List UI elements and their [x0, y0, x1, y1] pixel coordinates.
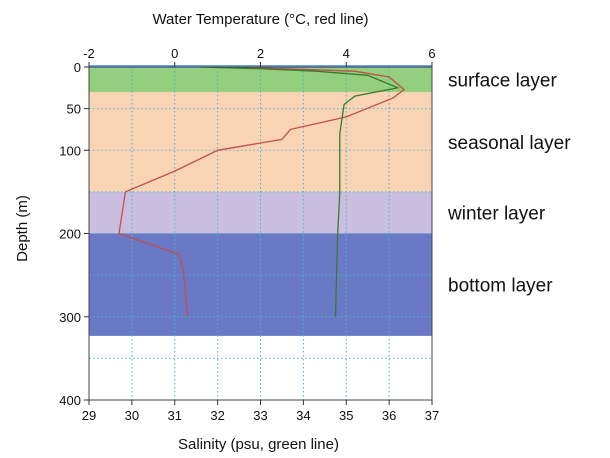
- layer-band-bottom-layer: [89, 233, 432, 336]
- axis-ticks: [84, 62, 433, 405]
- bottom-axis-tick-label: 37: [425, 408, 439, 423]
- bottom-axis-tick-label: 36: [382, 408, 396, 423]
- y-axis-tick-label: 200: [59, 227, 81, 242]
- layer-labels: surface layer seasonal layer winter layer b…: [447, 70, 571, 296]
- series-line-salinity: [200, 66, 400, 317]
- bottom-axis-tick-label: 32: [210, 408, 224, 423]
- bottom-axis-tick-label: 35: [339, 408, 353, 423]
- y-axis-title: Depth (m): [14, 195, 31, 262]
- top-axis-tick-label: 0: [171, 46, 178, 61]
- top-axis-tick-label: 4: [343, 46, 350, 61]
- layer-label-surface-layer: surface layer: [448, 70, 557, 91]
- top-axis-tick-label: 2: [257, 46, 264, 61]
- y-axis-tick-label: 50: [67, 102, 81, 117]
- layer-label-seasonal-layer: seasonal layer: [448, 133, 571, 154]
- y-axis-tick-label: 0: [74, 60, 81, 75]
- bottom-axis-tick-label: 34: [296, 408, 310, 423]
- top-axis-tick-label: 6: [428, 46, 435, 61]
- y-axis-tick-label: 300: [59, 310, 81, 325]
- bottom-axis-tick-label: 31: [168, 408, 182, 423]
- top-axis-title: Water Temperature (°C, red line): [152, 11, 368, 28]
- top-axis-tick-label: -2: [83, 46, 95, 61]
- grid-lines: [89, 67, 432, 400]
- bottom-axis-title: Salinity (psu, green line): [178, 436, 339, 453]
- data-series: [118, 66, 406, 317]
- layer-label-bottom-layer: bottom layer: [448, 276, 553, 297]
- layer-band-winter-layer: [89, 191, 432, 234]
- bottom-axis-tick-label: 33: [253, 408, 267, 423]
- y-axis-tick-label: 400: [59, 393, 81, 408]
- y-axis-tick-label: 100: [59, 143, 81, 158]
- series-line-water-temperature: [118, 66, 406, 317]
- bottom-axis-tick-label: 30: [125, 408, 139, 423]
- layer-label-winter-layer: winter layer: [447, 204, 546, 225]
- bottom-axis-tick-label: 29: [82, 408, 96, 423]
- layer-band-seasonal-layer: [89, 91, 432, 192]
